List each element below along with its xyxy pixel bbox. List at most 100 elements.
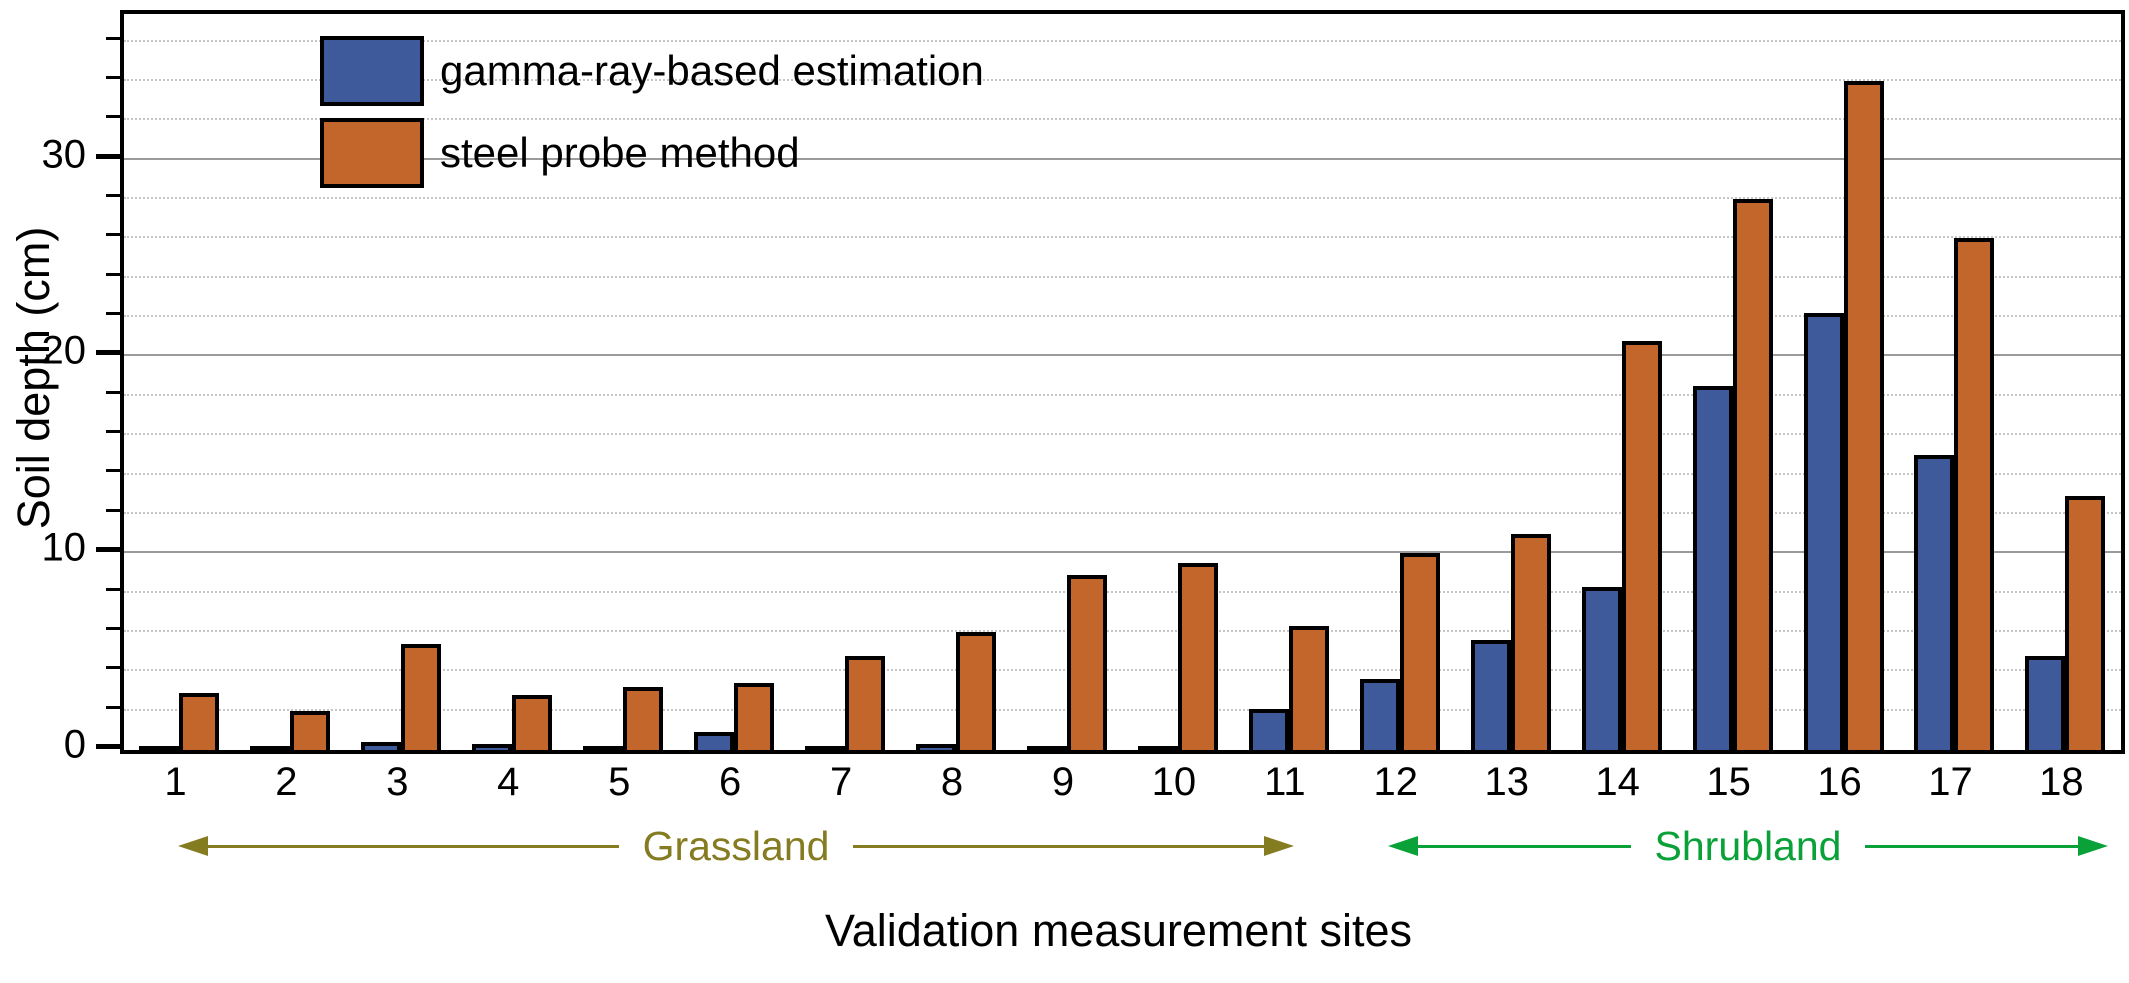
y-tick-16 bbox=[106, 430, 120, 434]
minor-gridline-2 bbox=[124, 708, 2121, 711]
bar-site12-gamma bbox=[1359, 679, 1400, 750]
bar-site7-gamma bbox=[805, 746, 846, 750]
bar-site13-steel bbox=[1510, 533, 1551, 750]
bar-site7-steel bbox=[845, 655, 886, 750]
bar-group-site-12 bbox=[1344, 553, 1455, 750]
bar-site18-steel bbox=[2065, 496, 2106, 750]
bar-site11-steel bbox=[1288, 626, 1329, 750]
bar-site15-gamma bbox=[1692, 385, 1733, 750]
minor-gridline-12 bbox=[124, 511, 2121, 514]
bar-site14-steel bbox=[1621, 340, 1662, 750]
y-tick-6 bbox=[106, 626, 120, 630]
legend-entry-gamma: gamma-ray-based estimation bbox=[320, 36, 984, 106]
x-tick-label-12: 12 bbox=[1373, 760, 1419, 804]
bar-site9-steel bbox=[1066, 574, 1107, 750]
x-tick-label-15: 15 bbox=[1706, 760, 1751, 804]
grassland-arrow-left-icon bbox=[178, 836, 208, 856]
bar-site2-steel bbox=[290, 710, 331, 750]
annotation-grassland: Grassland bbox=[178, 825, 1294, 866]
major-gridline-10 bbox=[124, 551, 2121, 554]
bar-site15-steel bbox=[1732, 198, 1773, 750]
major-gridline-30 bbox=[124, 157, 2121, 160]
major-gridline-20 bbox=[124, 354, 2121, 357]
y-tick-34 bbox=[106, 75, 120, 79]
bar-group-site-18 bbox=[2010, 496, 2121, 750]
bar-site6-steel bbox=[734, 683, 775, 750]
bar-site16-steel bbox=[1843, 80, 1884, 750]
bar-groups bbox=[124, 14, 2121, 750]
bar-group-site-16 bbox=[1788, 80, 1899, 750]
x-tick-label-18: 18 bbox=[2039, 760, 2084, 804]
bar-group-site-2 bbox=[235, 710, 346, 750]
legend-label-gamma: gamma-ray-based estimation bbox=[440, 47, 984, 94]
bar-site17-gamma bbox=[1914, 454, 1955, 750]
bar-group-site-7 bbox=[790, 655, 901, 750]
y-tick-14 bbox=[106, 469, 120, 473]
bar-site17-steel bbox=[1954, 238, 1995, 750]
grassland-arrow-line bbox=[853, 844, 1264, 848]
y-tick-12 bbox=[106, 508, 120, 512]
x-tick-label-11: 11 bbox=[1264, 760, 1306, 804]
x-tick-label-3: 3 bbox=[386, 760, 409, 804]
shrubland-arrow-line bbox=[1418, 844, 1631, 848]
minor-gridline-14 bbox=[124, 472, 2121, 475]
x-tick-label-1: 1 bbox=[164, 760, 187, 804]
shrubland-label: Shrubland bbox=[1654, 822, 1842, 869]
bar-group-site-15 bbox=[1677, 198, 1788, 750]
minor-gridline-4 bbox=[124, 669, 2121, 672]
bar-site1-steel bbox=[179, 692, 220, 750]
grassland-arrow-right-icon bbox=[1264, 836, 1294, 856]
bar-group-site-11 bbox=[1233, 626, 1344, 750]
y-tick-label-0: 0 bbox=[63, 722, 86, 767]
bar-site2-gamma bbox=[250, 746, 291, 750]
bar-site14-gamma bbox=[1581, 586, 1622, 750]
minor-gridline-34 bbox=[124, 78, 2121, 81]
x-tick-label-4: 4 bbox=[497, 760, 520, 804]
bar-site6-gamma bbox=[694, 732, 735, 750]
y-tick-18 bbox=[106, 390, 120, 394]
x-tick-label-8: 8 bbox=[940, 760, 964, 804]
bar-site10-gamma bbox=[1137, 746, 1178, 750]
minor-gridline-22 bbox=[124, 315, 2121, 318]
y-tick-label-20: 20 bbox=[41, 329, 87, 374]
x-tick-label-10: 10 bbox=[1151, 760, 1197, 804]
grassland-arrow-line bbox=[208, 844, 619, 848]
x-tick-label-9: 9 bbox=[1051, 760, 1075, 804]
y-tick-30 bbox=[96, 153, 120, 159]
bar-group-site-6 bbox=[679, 683, 790, 750]
x-tick-label-14: 14 bbox=[1595, 760, 1640, 804]
legend-entry-steel: steel probe method bbox=[320, 118, 984, 188]
bar-site5-steel bbox=[623, 687, 664, 750]
x-tick-label-17: 17 bbox=[1928, 760, 1973, 804]
x-tick-label-13: 13 bbox=[1484, 760, 1529, 804]
shrubland-arrow-line bbox=[1865, 844, 2078, 848]
bar-group-site-17 bbox=[1899, 238, 2010, 750]
y-tick-28 bbox=[106, 193, 120, 197]
y-tick-label-10: 10 bbox=[41, 525, 87, 570]
minor-gridline-36 bbox=[124, 39, 2121, 42]
y-tick-2 bbox=[106, 705, 120, 709]
minor-gridline-16 bbox=[124, 433, 2121, 436]
x-tick-label-16: 16 bbox=[1817, 760, 1862, 804]
bar-group-site-9 bbox=[1012, 574, 1123, 750]
legend-label-steel: steel probe method bbox=[440, 129, 800, 176]
bar-site1-gamma bbox=[139, 746, 180, 750]
bar-site16-gamma bbox=[1803, 313, 1844, 750]
bar-group-site-3 bbox=[346, 643, 457, 750]
bar-site3-gamma bbox=[361, 742, 402, 750]
y-tick-36 bbox=[106, 36, 120, 40]
y-axis-tick-labels: 0 10 20 30 bbox=[0, 0, 118, 983]
legend-swatch-steel bbox=[320, 118, 424, 188]
bar-group-site-4 bbox=[457, 694, 568, 750]
bar-group-site-1 bbox=[124, 692, 235, 750]
y-tick-10 bbox=[96, 547, 120, 553]
bar-site4-gamma bbox=[472, 744, 513, 750]
bar-site12-steel bbox=[1399, 553, 1440, 750]
y-tick-label-30: 30 bbox=[41, 132, 87, 177]
bar-group-site-10 bbox=[1122, 563, 1233, 750]
y-tick-22 bbox=[106, 312, 120, 316]
bar-site18-gamma bbox=[2025, 655, 2066, 750]
bar-site8-steel bbox=[956, 631, 997, 750]
y-tick-20 bbox=[96, 350, 120, 356]
